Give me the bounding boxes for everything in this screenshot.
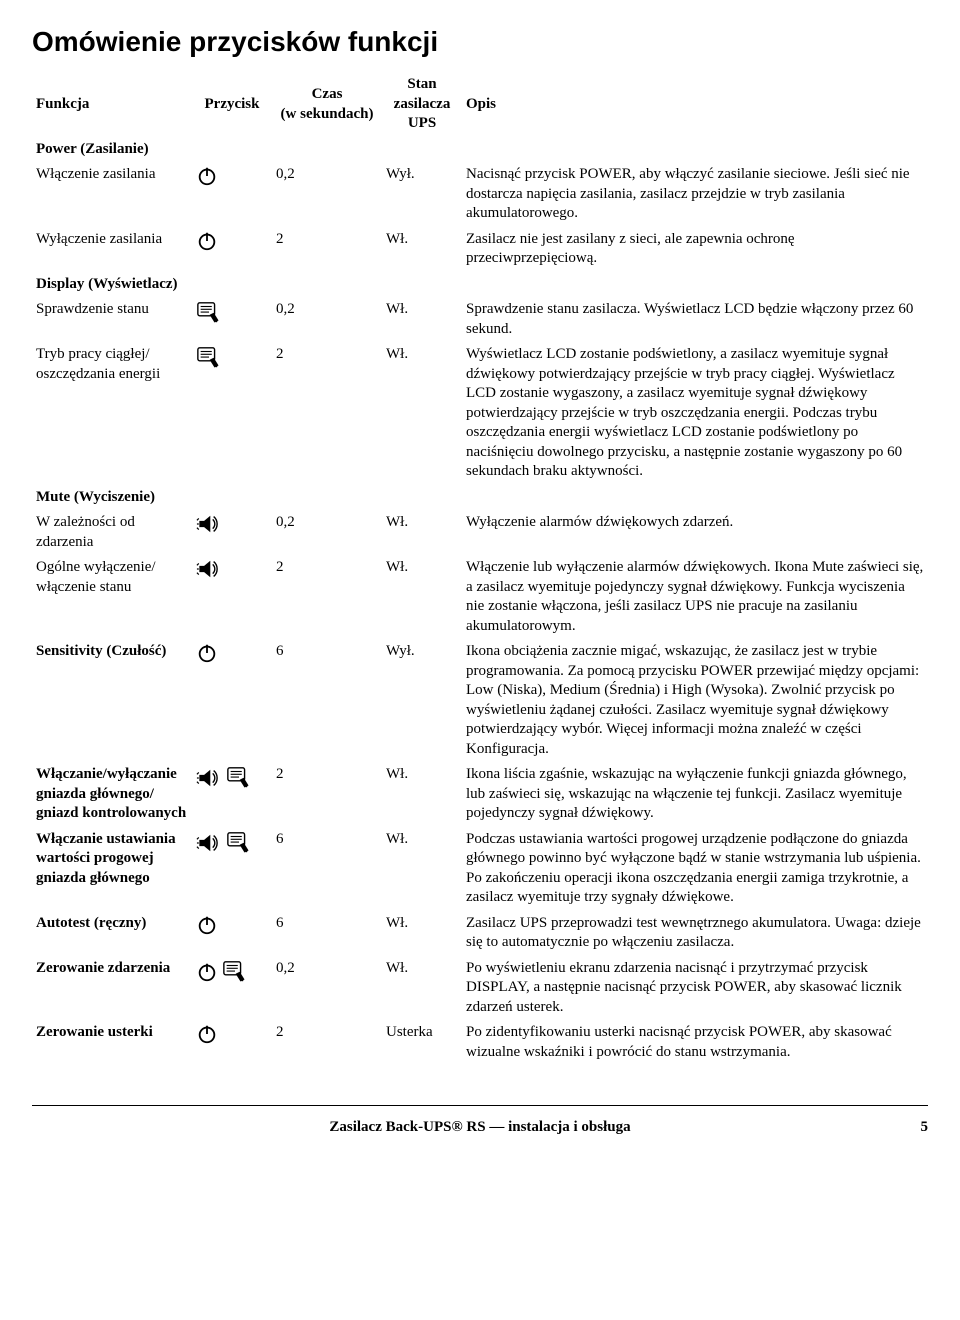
table-row: Tryb pracy ciągłej/ oszczędzania energii… bbox=[32, 342, 928, 485]
state: Wł. bbox=[382, 827, 462, 911]
func: Wyłączenie zasilania bbox=[32, 227, 192, 272]
table-row: Autotest (ręczny) 6 Wł. Zasilacz UPS prz… bbox=[32, 911, 928, 956]
desc: Nacisnąć przycisk POWER, aby włączyć zas… bbox=[462, 162, 928, 227]
table-row: Włączanie/wyłączanie gniazda głównego/ g… bbox=[32, 762, 928, 827]
desc: Sprawdzenie stanu zasilacza. Wyświetlacz… bbox=[462, 297, 928, 342]
func: Zerowanie zdarzenia bbox=[32, 956, 192, 1021]
power-icon bbox=[196, 230, 218, 259]
sec: 6 bbox=[272, 827, 382, 911]
table-row: Sensitivity (Czułość) 6 Wył. Ikona obcią… bbox=[32, 639, 928, 762]
desc: Zasilacz UPS przeprowadzi test wewnętrzn… bbox=[462, 911, 928, 956]
power-icon bbox=[196, 165, 218, 194]
func: Sensitivity (Czułość) bbox=[32, 639, 192, 762]
footer-rule bbox=[32, 1105, 928, 1106]
mute-icon bbox=[196, 767, 222, 796]
hdr-czas: Czas (w sekundach) bbox=[272, 72, 382, 137]
func: Włączenie zasilania bbox=[32, 162, 192, 227]
table-row: Wyłączenie zasilania 2 Wł. Zasilacz nie … bbox=[32, 227, 928, 272]
state: Wył. bbox=[382, 639, 462, 762]
func: W zależności od zdarzenia bbox=[32, 510, 192, 555]
hdr-stan: Stan zasilacza UPS bbox=[382, 72, 462, 137]
hdr-funkcja: Funkcja bbox=[32, 72, 192, 137]
func: Włączanie ustawiania wartości progowej g… bbox=[32, 827, 192, 911]
sec: 0,2 bbox=[272, 956, 382, 1021]
desc: Podczas ustawiania wartości progowej urz… bbox=[462, 827, 928, 911]
section-power: Power (Zasilanie) bbox=[32, 137, 928, 163]
sec: 2 bbox=[272, 342, 382, 485]
mute-icon bbox=[196, 558, 222, 587]
hdr-przycisk: Przycisk bbox=[192, 72, 272, 137]
table-row: Ogólne wyłączenie/ włączenie stanu 2 Wł.… bbox=[32, 555, 928, 639]
func: Autotest (ręczny) bbox=[32, 911, 192, 956]
state: Wł. bbox=[382, 956, 462, 1021]
desc: Ikona obciążenia zacznie migać, wskazują… bbox=[462, 639, 928, 762]
power-icon bbox=[196, 1023, 218, 1052]
desc: Ikona liścia zgaśnie, wskazując na wyłąc… bbox=[462, 762, 928, 827]
display-icon bbox=[226, 830, 252, 863]
func: Ogólne wyłączenie/ włączenie stanu bbox=[32, 555, 192, 639]
desc: Włączenie lub wyłączenie alarmów dźwięko… bbox=[462, 555, 928, 639]
desc: Po wyświetleniu ekranu zdarzenia nacisną… bbox=[462, 956, 928, 1021]
state: Wł. bbox=[382, 555, 462, 639]
state: Wł. bbox=[382, 510, 462, 555]
table-row: Sprawdzenie stanu 0,2 Wł. Sprawdzenie st… bbox=[32, 297, 928, 342]
sec: 0,2 bbox=[272, 297, 382, 342]
sec: 2 bbox=[272, 227, 382, 272]
state: Wł. bbox=[382, 762, 462, 827]
desc: Wyświetlacz LCD zostanie podświetlony, a… bbox=[462, 342, 928, 485]
sec: 2 bbox=[272, 1020, 382, 1065]
section-mute: Mute (Wyciszenie) bbox=[32, 485, 928, 511]
display-icon bbox=[222, 959, 248, 992]
table-row: Zerowanie zdarzenia 0,2 Wł. Po wyświetle… bbox=[32, 956, 928, 1021]
power-icon bbox=[196, 642, 218, 671]
state: Usterka bbox=[382, 1020, 462, 1065]
sec: 0,2 bbox=[272, 162, 382, 227]
table-row: W zależności od zdarzenia 0,2 Wł. Wyłącz… bbox=[32, 510, 928, 555]
hdr-opis: Opis bbox=[462, 72, 928, 137]
desc: Zasilacz nie jest zasilany z sieci, ale … bbox=[462, 227, 928, 272]
state: Wył. bbox=[382, 162, 462, 227]
sec: 6 bbox=[272, 911, 382, 956]
state: Wł. bbox=[382, 297, 462, 342]
sec: 2 bbox=[272, 762, 382, 827]
func: Sprawdzenie stanu bbox=[32, 297, 192, 342]
display-icon bbox=[226, 765, 252, 798]
func: Włączanie/wyłączanie gniazda głównego/ g… bbox=[32, 762, 192, 827]
state: Wł. bbox=[382, 342, 462, 485]
func: Tryb pracy ciągłej/ oszczędzania energii bbox=[32, 342, 192, 485]
func: Zerowanie usterki bbox=[32, 1020, 192, 1065]
display-icon bbox=[196, 345, 222, 378]
power-icon bbox=[196, 961, 218, 990]
mute-icon bbox=[196, 832, 222, 861]
sec: 6 bbox=[272, 639, 382, 762]
display-icon bbox=[196, 300, 222, 333]
table-row: Włączanie ustawiania wartości progowej g… bbox=[32, 827, 928, 911]
section-display: Display (Wyświetlacz) bbox=[32, 272, 928, 298]
sec: 2 bbox=[272, 555, 382, 639]
page-number: 5 bbox=[921, 1118, 929, 1138]
table-row: Włączenie zasilania 0,2 Wył. Nacisnąć pr… bbox=[32, 162, 928, 227]
functions-table: Funkcja Przycisk Czas (w sekundach) Stan… bbox=[32, 72, 928, 1065]
power-icon bbox=[196, 914, 218, 943]
state: Wł. bbox=[382, 911, 462, 956]
footer-text: Zasilacz Back-UPS® RS — instalacja i obs… bbox=[329, 1118, 630, 1138]
desc: Wyłączenie alarmów dźwiękowych zdarzeń. bbox=[462, 510, 928, 555]
mute-icon bbox=[196, 513, 222, 542]
table-row: Zerowanie usterki 2 Usterka Po zidentyfi… bbox=[32, 1020, 928, 1065]
state: Wł. bbox=[382, 227, 462, 272]
sec: 0,2 bbox=[272, 510, 382, 555]
page-title: Omówienie przycisków funkcji bbox=[32, 24, 928, 60]
desc: Po zidentyfikowaniu usterki nacisnąć prz… bbox=[462, 1020, 928, 1065]
